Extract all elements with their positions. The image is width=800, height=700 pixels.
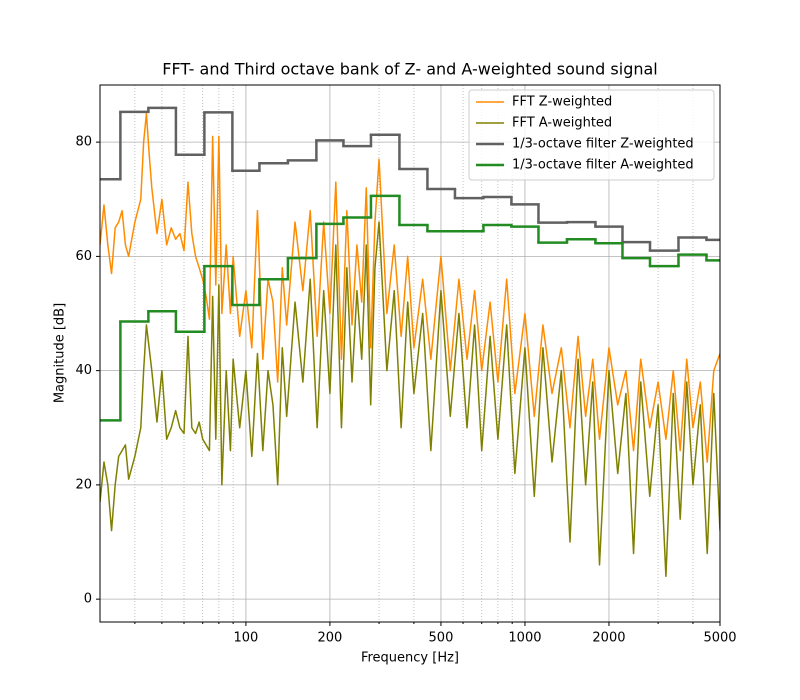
ticks: 0 20 40 60 80 100 200 500 1000 2000 5000: [75, 135, 736, 646]
y-tick-label: 80: [75, 135, 92, 150]
y-tick-label: 0: [84, 592, 92, 607]
x-tick-label: 2000: [592, 631, 625, 646]
y-axis-label: Magnitude [dB]: [53, 303, 68, 403]
x-tick-label: 100: [233, 631, 258, 646]
series-line: [100, 112, 720, 463]
y-tick-label: 60: [75, 249, 92, 264]
x-tick-label: 1000: [508, 631, 541, 646]
x-tick-label: 500: [429, 631, 454, 646]
series-line: [100, 221, 720, 578]
y-tick-label: 20: [75, 477, 92, 492]
x-tick-label: 200: [317, 631, 342, 646]
legend-label: FFT Z-weighted: [512, 95, 612, 110]
legend-label: 1/3-octave filter Z-weighted: [512, 137, 694, 152]
plot-area: [100, 106, 720, 578]
legend-box: [468, 89, 715, 181]
chart-title: FFT- and Third octave bank of Z- and A-w…: [162, 60, 658, 79]
x-tick-label: 5000: [703, 631, 736, 646]
legend-label: FFT A-weighted: [512, 116, 612, 131]
legend: FFT Z-weighted FFT A-weighted 1/3-octave f…: [468, 89, 715, 181]
y-tick-label: 40: [75, 363, 92, 378]
x-axis-label: Frequency [Hz]: [361, 651, 459, 666]
legend-label: 1/3-octave filter A-weighted: [512, 158, 694, 173]
axes-frame: [99, 84, 721, 623]
